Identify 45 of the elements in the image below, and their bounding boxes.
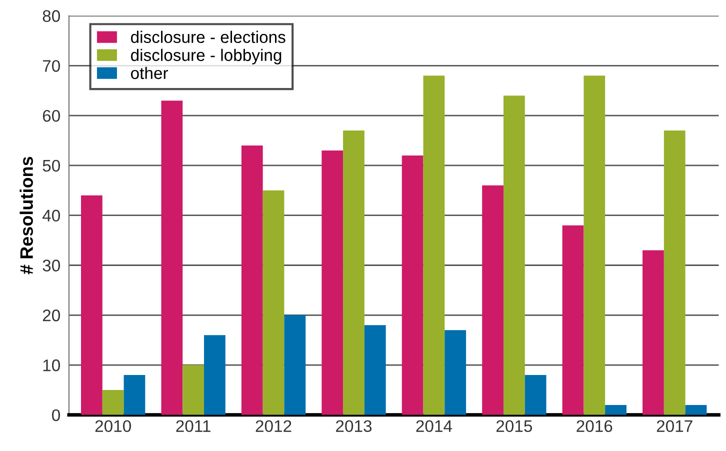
- x-tick-label: 2017: [656, 420, 692, 432]
- x-tick-label: 2011: [176, 420, 210, 432]
- bar: [423, 76, 445, 415]
- y-tick-label: 40: [42, 210, 60, 222]
- y-tick-label: 60: [42, 110, 60, 122]
- y-tick-label: 10: [43, 359, 60, 372]
- bar: [364, 325, 386, 415]
- bar: [664, 130, 686, 415]
- bar: [584, 76, 606, 415]
- y-tick-label: 0: [52, 409, 60, 422]
- bar: [241, 146, 263, 415]
- y-tick-label: 30: [42, 260, 60, 272]
- x-tick-label: 2012: [256, 420, 292, 432]
- bar: [642, 250, 664, 415]
- bar: [524, 375, 546, 415]
- bar: [482, 185, 504, 415]
- legend-label: disclosure - elections: [131, 30, 286, 44]
- bar: [124, 375, 146, 415]
- bar: [81, 195, 102, 415]
- legend-label: disclosure - lobbying: [131, 48, 282, 64]
- bar: [562, 225, 584, 415]
- x-tick-label: 2014: [416, 420, 452, 432]
- bar: [102, 390, 124, 415]
- y-axis-title: # Resolutions: [20, 156, 33, 274]
- x-tick-label: 2013: [336, 420, 372, 432]
- bar: [262, 190, 284, 415]
- y-tick-label: 80: [42, 10, 60, 22]
- bar: [503, 96, 525, 415]
- bar: [161, 100, 183, 415]
- x-tick-label: 2015: [496, 420, 532, 432]
- x-tick-label: 2016: [576, 420, 612, 432]
- bar: [444, 330, 466, 415]
- bar: [322, 150, 344, 415]
- bar: [284, 315, 306, 415]
- legend-label: other: [131, 66, 168, 80]
- y-tick-label: 20: [42, 310, 60, 322]
- x-tick-label: 2010: [95, 420, 131, 432]
- bar: [182, 365, 204, 415]
- y-tick-label: 50: [42, 160, 60, 172]
- bar: [204, 335, 226, 415]
- bar: [685, 404, 707, 415]
- bar: [402, 155, 424, 415]
- y-tick-label: 70: [42, 60, 60, 72]
- bar: [605, 404, 626, 415]
- bar: [343, 130, 364, 415]
